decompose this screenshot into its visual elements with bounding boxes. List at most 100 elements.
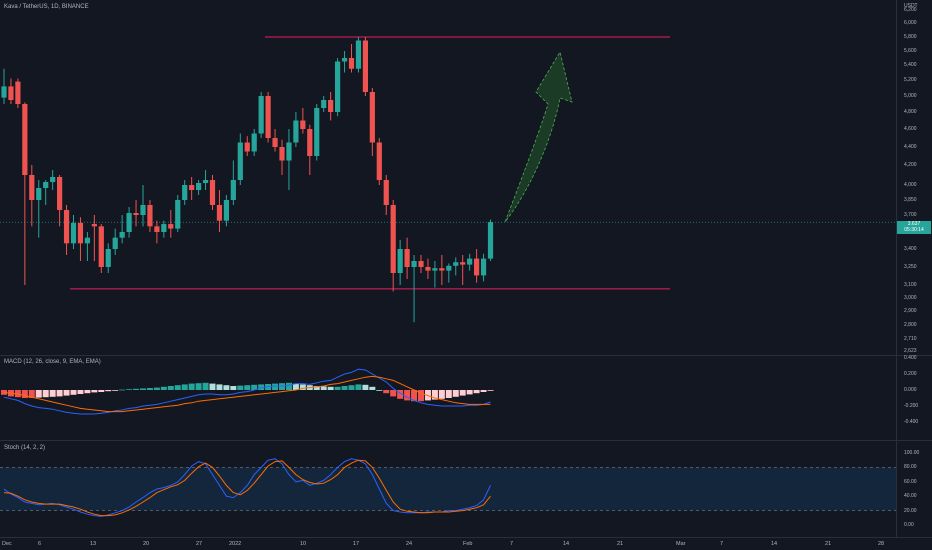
candle-body — [70, 222, 77, 244]
macd-histogram-bar — [459, 390, 466, 396]
candle-body — [196, 183, 202, 190]
macd-tick-label: -0.400 — [904, 419, 919, 425]
price-tick-label: 4,800 — [904, 109, 917, 115]
last-price-countdown: 05:30:14 — [904, 227, 924, 233]
macd-histogram-bar — [167, 386, 174, 390]
time-tick-label: 10 — [300, 541, 307, 547]
macd-histogram-bar — [160, 386, 167, 390]
stoch-tick-label: 80.00 — [904, 464, 917, 471]
macd-histogram-bar — [334, 386, 341, 390]
time-tick-label: 7 — [510, 541, 514, 547]
macd-title[interactable]: MACD (12, 26, close, 9, EMA, EMA) — [4, 359, 101, 365]
macd-histogram-bar — [452, 390, 459, 397]
macd-histogram-bar — [369, 386, 376, 390]
macd-histogram-bar — [320, 386, 327, 390]
macd-histogram-bar — [445, 390, 452, 398]
pane-separator[interactable] — [0, 440, 932, 441]
stoch-tick-label: 60.00 — [904, 478, 917, 485]
macd-histogram-bar — [21, 390, 28, 398]
candle-body — [84, 237, 90, 244]
macd-chart[interactable] — [0, 356, 896, 440]
candle-body — [36, 188, 42, 200]
macd-histogram-bar — [438, 390, 445, 399]
macd-pane[interactable] — [0, 356, 896, 440]
candle-body — [328, 100, 334, 112]
macd-histogram-bar — [299, 384, 306, 390]
candle-body — [57, 177, 63, 210]
price-tick-label: 3,100 — [904, 282, 917, 288]
candle-body — [314, 108, 320, 156]
candle-body — [244, 142, 250, 152]
candle-body — [293, 120, 299, 143]
time-tick-label: 28 — [878, 541, 885, 547]
price-tick-label: 2,623 — [904, 348, 917, 354]
macd-histogram-bar — [105, 390, 112, 392]
stoch-title[interactable]: Stoch (14, 2, 2) — [4, 445, 46, 451]
macd-histogram-bar — [376, 390, 383, 391]
price-axis[interactable] — [896, 0, 932, 355]
macd-histogram-bar — [341, 386, 348, 390]
candle-body — [286, 142, 292, 161]
price-chart[interactable] — [0, 0, 896, 355]
candle-body — [474, 258, 480, 276]
candle-body — [189, 185, 195, 190]
macd-histogram-bar — [285, 382, 292, 390]
time-tick-label: 20 — [143, 541, 150, 547]
price-tick-label: 3,000 — [904, 295, 917, 301]
stoch-pane[interactable] — [0, 441, 896, 537]
candle-body — [105, 249, 111, 267]
candle-body — [168, 224, 174, 229]
price-tick-label: 2,800 — [904, 322, 917, 328]
candle-body — [425, 267, 431, 271]
macd-histogram-bar — [91, 390, 98, 393]
last-price-tag: 3.637 05:30:14 — [897, 221, 931, 234]
candle-body — [15, 81, 21, 104]
time-tick-label: 14 — [563, 541, 570, 547]
candle-body — [460, 262, 466, 265]
time-tick-label: 21 — [617, 541, 624, 547]
price-pane[interactable] — [0, 0, 896, 355]
time-axis-separator — [0, 537, 932, 538]
candle-body — [50, 177, 56, 182]
candle-body — [453, 262, 459, 266]
macd-histogram-bar — [153, 387, 160, 390]
stoch-chart[interactable] — [0, 441, 896, 537]
time-tick-label: 2022 — [229, 541, 242, 547]
candle-body — [202, 180, 209, 183]
candle-body — [77, 222, 84, 244]
macd-histogram-bar — [251, 384, 258, 390]
candle-body — [251, 133, 257, 152]
time-tick-label: 6 — [38, 541, 42, 547]
candle-body — [272, 138, 278, 147]
stoch-axis[interactable] — [896, 441, 932, 537]
candle-body — [43, 182, 49, 188]
stoch-tick-label: 0.00 — [904, 522, 914, 528]
time-tick-label: Feb — [463, 541, 473, 547]
macd-axis[interactable] — [896, 356, 932, 440]
macd-histogram-bar — [397, 390, 404, 399]
macd-histogram-bar — [487, 390, 494, 391]
candle-body — [22, 104, 28, 175]
stoch-d-line — [3, 459, 491, 517]
macd-histogram-bar — [418, 390, 424, 402]
pane-separator[interactable] — [0, 355, 932, 356]
symbol-title[interactable]: Kava / TetherUS, 1D, BINANCE — [4, 4, 89, 10]
candle-body — [348, 58, 355, 69]
candle-body — [390, 205, 396, 273]
candle-body — [154, 226, 160, 232]
candle-body — [223, 200, 229, 221]
candle-body — [140, 205, 146, 215]
candle-body — [8, 86, 14, 100]
candle-body — [432, 268, 438, 271]
price-tick-label: 2,900 — [904, 308, 917, 314]
macd-histogram-bar — [272, 383, 279, 390]
price-tick-label: 4,400 — [904, 144, 917, 150]
macd-histogram-bar — [126, 389, 133, 390]
candle-body — [175, 200, 181, 229]
candle-body — [230, 180, 236, 200]
candle-body — [480, 258, 487, 276]
macd-histogram-bar — [70, 390, 77, 395]
time-tick-label: 27 — [196, 541, 203, 547]
candle-body — [98, 226, 104, 267]
price-tick-label: 6,000 — [904, 20, 917, 26]
